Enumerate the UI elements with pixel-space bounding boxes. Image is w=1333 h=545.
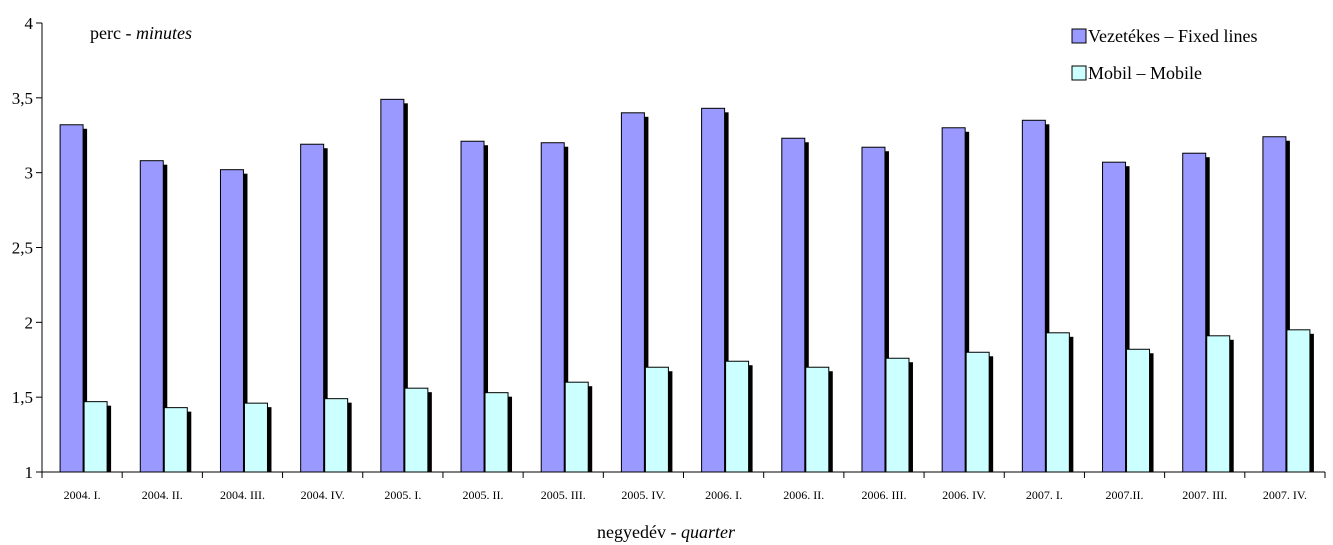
bar-mobile	[885, 357, 910, 473]
legend-swatch-fixed-lines	[1071, 28, 1087, 44]
legend-swatch-mobile	[1071, 65, 1087, 81]
bar-fixed-lines	[139, 160, 164, 473]
x-tick-label: 2006. III.	[861, 488, 906, 502]
x-axis-title-italic: quarter	[681, 522, 736, 542]
x-tick-label: 2005. I.	[384, 488, 421, 502]
bars	[59, 98, 1314, 473]
y-tick-label: 1	[25, 463, 34, 482]
x-tick-label: 2005. III.	[541, 488, 586, 502]
bar-mobile	[1045, 332, 1070, 473]
bar-fixed-lines	[1102, 161, 1127, 473]
bar-mobile	[163, 407, 188, 473]
x-tick-label: 2004. III.	[220, 488, 265, 502]
x-tick-label: 2006. IV.	[942, 488, 986, 502]
bar-mobile	[484, 392, 509, 473]
x-axis-title-plain: negyedév -	[597, 522, 681, 542]
x-tick-label: 2006. I.	[705, 488, 742, 502]
bar-fixed-lines	[1021, 119, 1046, 473]
bar-fixed-lines	[941, 127, 966, 473]
bar-fixed-lines	[540, 142, 565, 473]
bar-mobile	[243, 402, 268, 473]
bar-mobile	[1206, 335, 1231, 473]
y-axis-ticks: 1 1,5 2 2,5 3 3,5 4	[12, 14, 42, 482]
bar-mobile	[1286, 329, 1311, 473]
y-tick-label: 1,5	[12, 388, 33, 407]
x-tick-label: 2007. I.	[1026, 488, 1063, 502]
x-tick-label: 2006. II.	[783, 488, 824, 502]
y-tick-label: 2	[25, 313, 34, 332]
y-tick-label: 4	[25, 14, 34, 33]
bar-mobile	[644, 366, 669, 473]
bar-fixed-lines	[380, 98, 405, 473]
bar-fixed-lines	[861, 146, 886, 473]
bar-mobile	[1126, 348, 1151, 473]
x-tick-label: 2004. IV.	[301, 488, 345, 502]
bar-fixed-lines	[701, 107, 726, 473]
bar-fixed-lines	[59, 124, 84, 473]
bar-fixed-lines	[620, 112, 645, 473]
bar-fixed-lines	[1262, 136, 1287, 473]
y-tick-label: 3,5	[12, 89, 33, 108]
x-tick-label: 2004. I.	[64, 488, 101, 502]
y-tick-label: 3	[25, 164, 34, 183]
x-tick-label: 2005. IV.	[621, 488, 665, 502]
legend-item-fixed-lines: Vezetékes – Fixed lines	[1071, 26, 1257, 46]
legend: Vezetékes – Fixed lines Mobil – Mobile	[1071, 26, 1257, 83]
bar-mobile	[324, 398, 349, 473]
bar-fixed-lines	[300, 143, 325, 473]
x-tick-label: 2007. III.	[1182, 488, 1227, 502]
x-axis-title: negyedév - quarter	[597, 522, 736, 542]
x-axis-ticks: 2004. I. 2004. II. 2004. III. 2004. IV. 2005…	[41, 472, 1326, 502]
x-tick-label: 2005. II.	[463, 488, 504, 502]
x-tick-label: 2007.II.	[1106, 488, 1144, 502]
bar-fixed-lines	[219, 169, 244, 473]
x-tick-label: 2007. IV.	[1263, 488, 1307, 502]
legend-label-mobile: Mobil – Mobile	[1088, 63, 1202, 83]
bar-mobile	[404, 387, 429, 473]
bar-fixed-lines	[1182, 152, 1207, 473]
bar-mobile	[83, 401, 108, 473]
y-tick-label: 2,5	[12, 239, 33, 258]
bar-fixed-lines	[781, 137, 806, 473]
bar-mobile	[725, 360, 750, 473]
bar-mobile	[805, 366, 830, 473]
unit-label: perc - minutes	[90, 23, 192, 43]
bar-mobile	[564, 381, 589, 473]
legend-label-fixed-lines: Vezetékes – Fixed lines	[1088, 26, 1257, 46]
bar-fixed-lines	[460, 140, 485, 473]
x-tick-label: 2004. II.	[142, 488, 183, 502]
legend-item-mobile: Mobil – Mobile	[1071, 63, 1202, 83]
unit-label-italic: minutes	[136, 23, 192, 43]
unit-label-plain: perc -	[90, 23, 136, 43]
bar-mobile	[965, 351, 990, 473]
